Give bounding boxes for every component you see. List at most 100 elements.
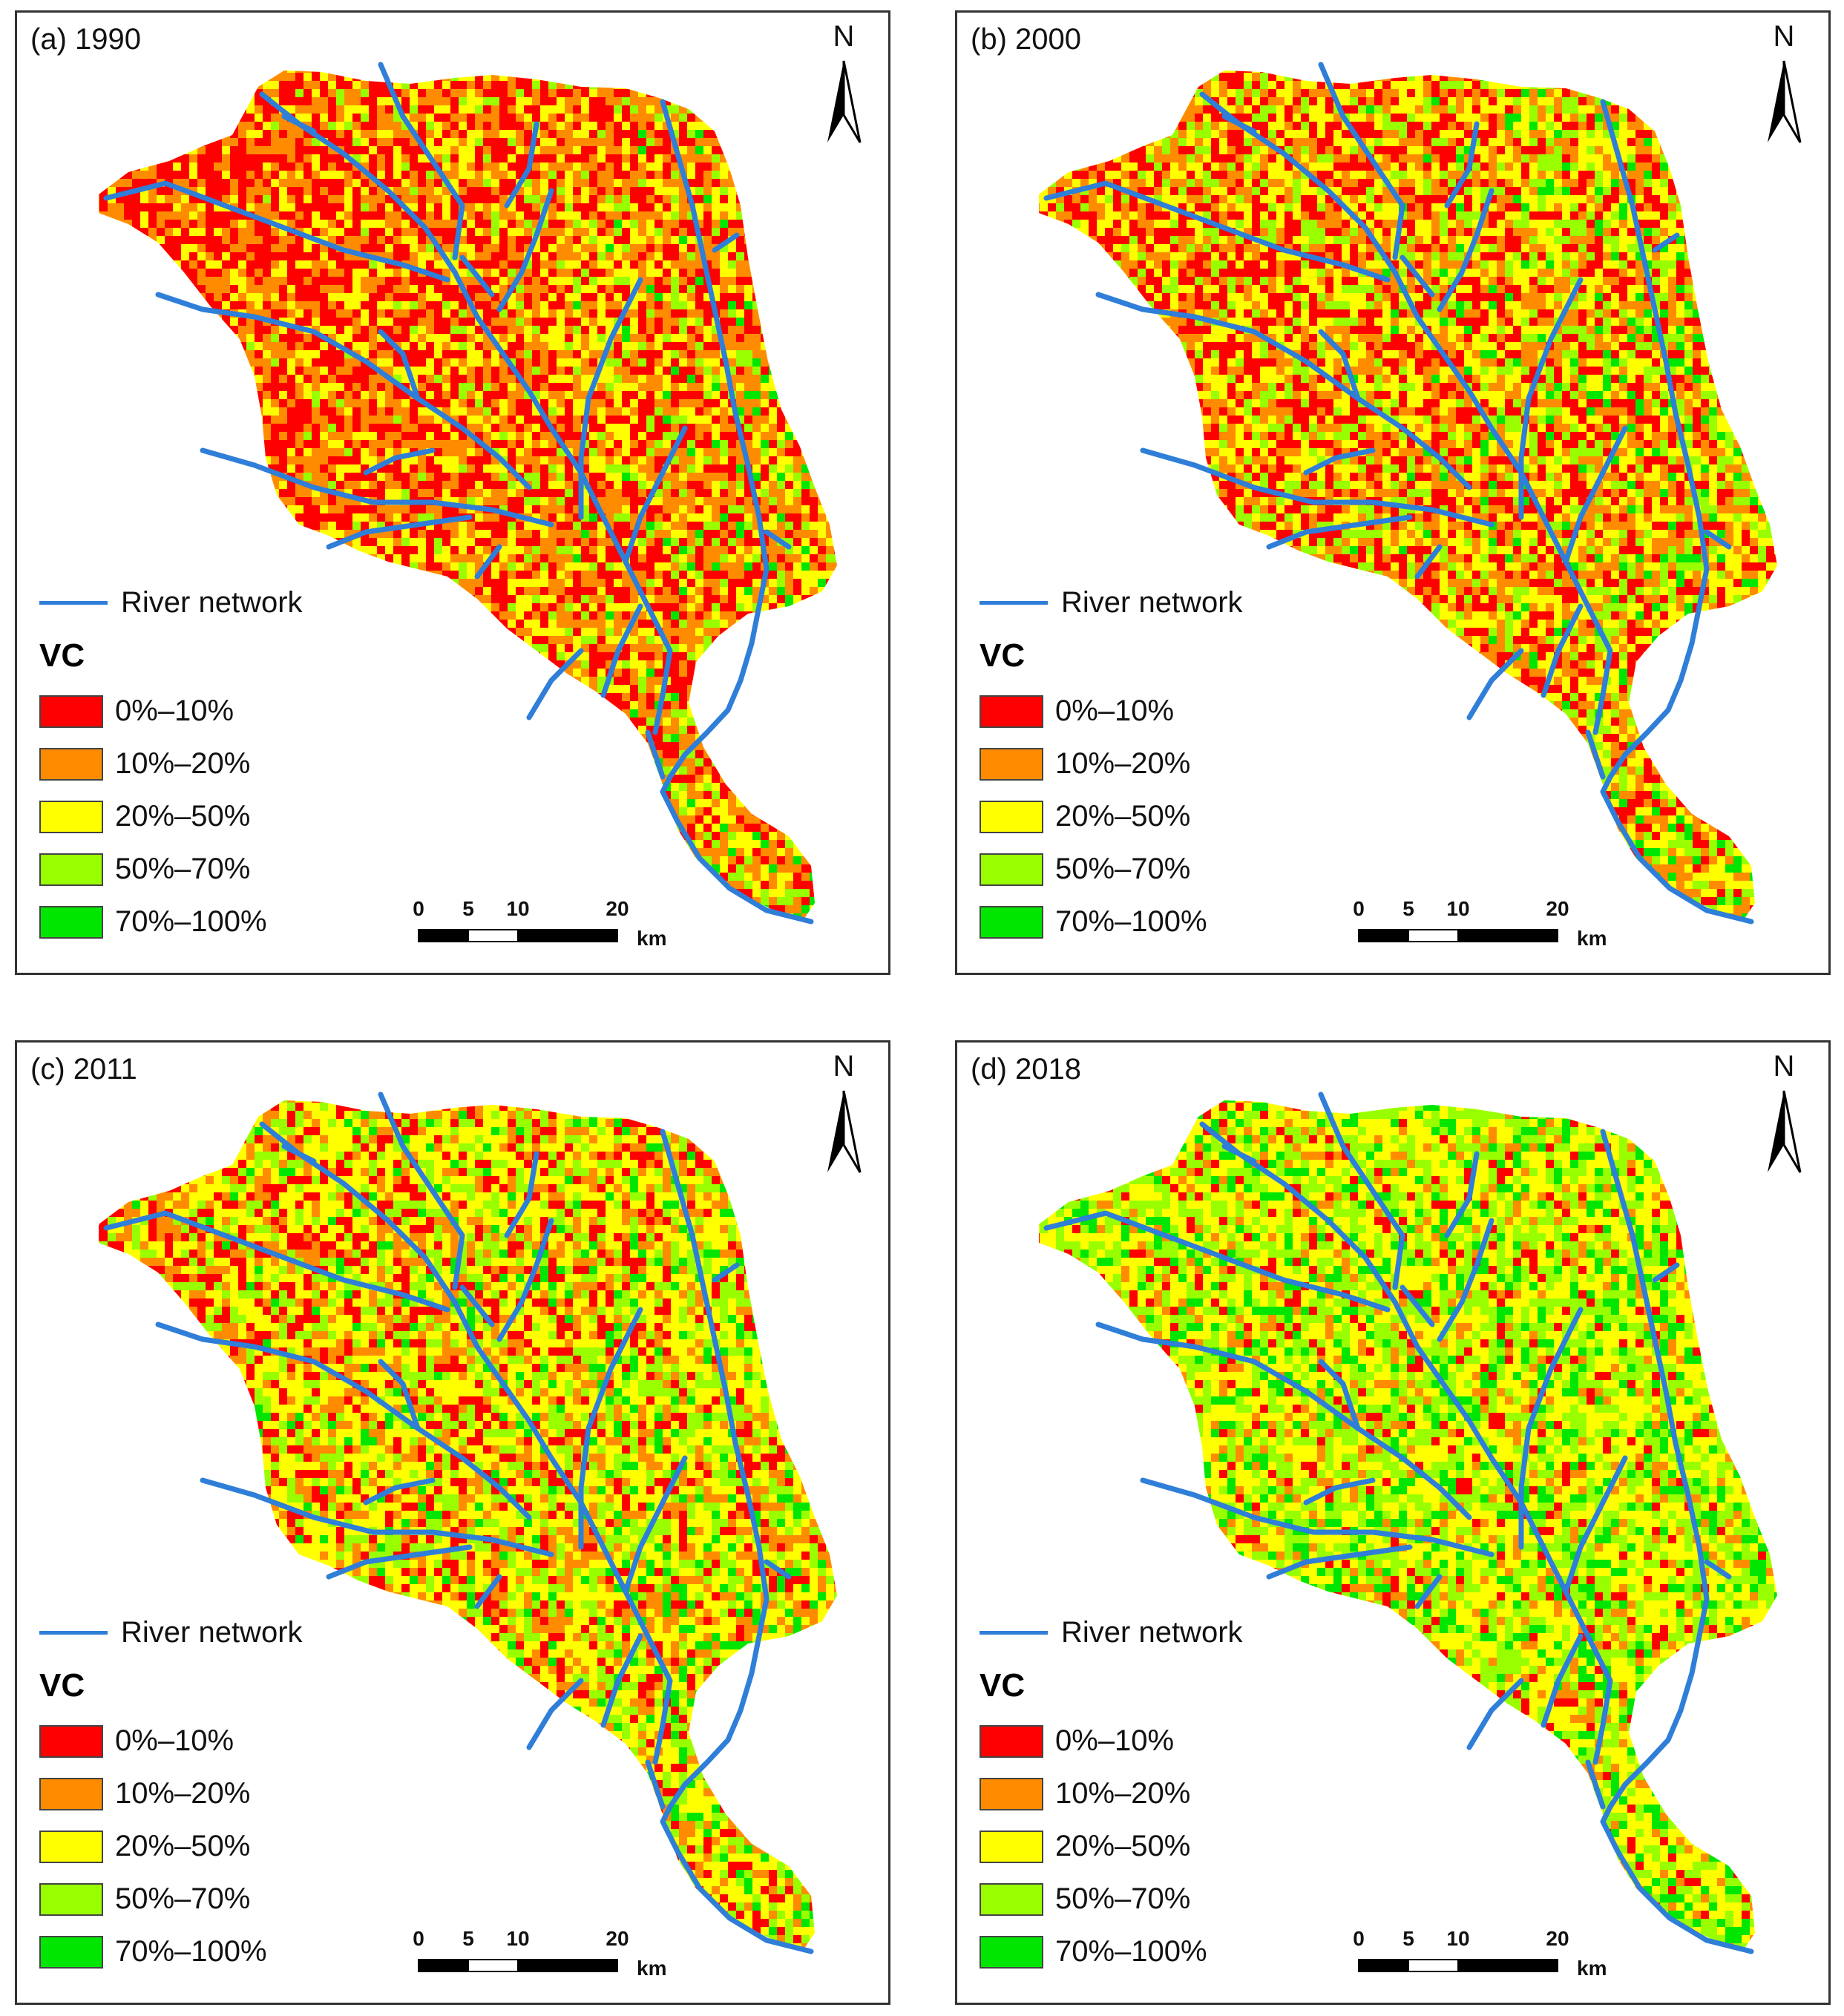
legend-swatch	[980, 1777, 1043, 1810]
river-line	[1518, 277, 1584, 520]
legend-class-row: 70%–100%	[980, 1925, 1243, 1978]
legend-swatch	[980, 1935, 1043, 1969]
river-line	[1600, 1129, 1710, 1810]
legend-class-label: 0%–10%	[1055, 1724, 1174, 1758]
scale-tick: 5	[1402, 1927, 1414, 1951]
scale-tick: 5	[1402, 897, 1414, 921]
river-line	[1600, 99, 1710, 780]
north-arrow: N	[814, 1050, 873, 1176]
legend-vc-title: VC	[39, 637, 303, 674]
legend-river-label: River network	[1061, 1616, 1243, 1649]
legend-swatch	[980, 853, 1043, 886]
river-line	[1652, 232, 1680, 253]
legend-swatch	[39, 695, 103, 728]
legend-class-label: 70%–100%	[115, 905, 267, 939]
map-panel-1: (a) 1990 N River network VC 0%–10% 10%–20…	[15, 10, 890, 975]
legend-class-label: 50%–70%	[1055, 853, 1190, 886]
legend-class-row: 50%–70%	[980, 843, 1243, 896]
legend-swatch	[39, 1724, 103, 1758]
river-line	[1318, 62, 1405, 260]
scale-bar-graphic	[418, 929, 618, 942]
river-line	[155, 1321, 532, 1520]
river-line	[1400, 255, 1435, 298]
legend-class-label: 20%–50%	[1055, 800, 1190, 833]
legend: River network VC 0%–10% 10%–20% 20%–50% 50%…	[39, 584, 303, 948]
river-line	[1563, 1455, 1628, 1595]
vegetation-coverage-map	[1039, 62, 1777, 925]
legend-swatch	[980, 695, 1043, 728]
scale-tick: 20	[1546, 1927, 1569, 1951]
scale-tick: 0	[1353, 897, 1365, 921]
river-line	[496, 1218, 554, 1342]
north-arrow-icon	[827, 1090, 862, 1173]
river-line	[1318, 1091, 1405, 1290]
legend-class-row: 70%–100%	[39, 1925, 303, 1978]
river-line	[1541, 603, 1584, 698]
legend-river-label: River network	[121, 586, 303, 620]
legend-river-label: River network	[121, 1616, 303, 1649]
river-line	[1095, 1321, 1472, 1520]
river-line	[526, 648, 584, 720]
river-line	[1199, 1121, 1613, 1765]
river-line	[1140, 1477, 1494, 1557]
vegetation-coverage-map	[99, 1091, 837, 1954]
river-line	[660, 1129, 770, 1810]
scale-tick: 20	[1546, 897, 1569, 921]
river-line	[764, 529, 792, 550]
river-line	[200, 1477, 554, 1557]
river-line	[1444, 121, 1480, 209]
river-line	[764, 1559, 792, 1580]
vegetation-coverage-map	[99, 62, 837, 925]
legend-class-label: 50%–70%	[1055, 1882, 1190, 1916]
legend-swatch	[39, 905, 103, 939]
river-line	[1704, 529, 1732, 550]
panel-title: (a) 1990	[30, 23, 141, 56]
legend-class-label: 70%–100%	[115, 1935, 267, 1969]
river-line	[1414, 1574, 1443, 1609]
legend-class-row: 50%–70%	[39, 843, 303, 896]
river-line	[1400, 1284, 1435, 1327]
legend-class-row: 10%–20%	[980, 738, 1243, 790]
panel-title: (d) 2018	[971, 1053, 1081, 1086]
river-line	[103, 180, 450, 283]
scale-bar: 0 5 10 20 km	[1353, 897, 1621, 956]
scale-tick: 10	[506, 1927, 529, 1951]
legend-class-row: 20%–50%	[39, 1820, 303, 1873]
scale-bar: 0 5 10 20 km	[1353, 1927, 1621, 1986]
river-line	[1600, 1804, 1754, 1954]
river-line	[1563, 425, 1628, 565]
river-line	[504, 121, 539, 209]
river-line	[326, 514, 473, 550]
river-line	[712, 1262, 740, 1283]
river-line	[712, 232, 740, 253]
river-line	[1221, 114, 1257, 134]
river-line	[1585, 1759, 1606, 1810]
legend-class-row: 0%–10%	[980, 1715, 1243, 1767]
river-line	[1199, 91, 1613, 735]
legend: River network VC 0%–10% 10%–20% 20%–50% 50%…	[980, 584, 1243, 948]
river-line	[645, 729, 666, 780]
river-line	[474, 544, 502, 579]
river-line	[1466, 648, 1524, 720]
river-line	[526, 1678, 584, 1750]
panel-title: (c) 2011	[30, 1053, 137, 1086]
legend-swatch	[39, 1935, 103, 1969]
legend-class-row: 0%–10%	[39, 685, 303, 738]
legend-class-label: 10%–20%	[115, 1777, 250, 1810]
map-panel-3: (c) 2011 N River network VC 0%–10% 10%–20…	[15, 1040, 890, 2005]
river-line	[363, 1477, 436, 1506]
river-network	[1043, 1091, 1754, 1954]
legend-class-row: 20%–50%	[39, 790, 303, 843]
legend-swatch	[39, 800, 103, 833]
river-line	[1704, 1559, 1732, 1580]
scale-bar: 0 5 10 20 km	[413, 897, 681, 956]
legend-class-row: 70%–100%	[39, 896, 303, 948]
scale-tick: 5	[462, 1927, 474, 1951]
map-panel-2: (b) 2000 N River network VC 0%–10% 10%–20…	[955, 10, 1831, 975]
river-line	[103, 1210, 450, 1313]
river-line	[378, 62, 465, 260]
river-line	[281, 1143, 317, 1164]
river-line	[281, 114, 317, 134]
legend-class-row: 70%–100%	[980, 896, 1243, 948]
north-arrow-icon	[1768, 60, 1802, 143]
